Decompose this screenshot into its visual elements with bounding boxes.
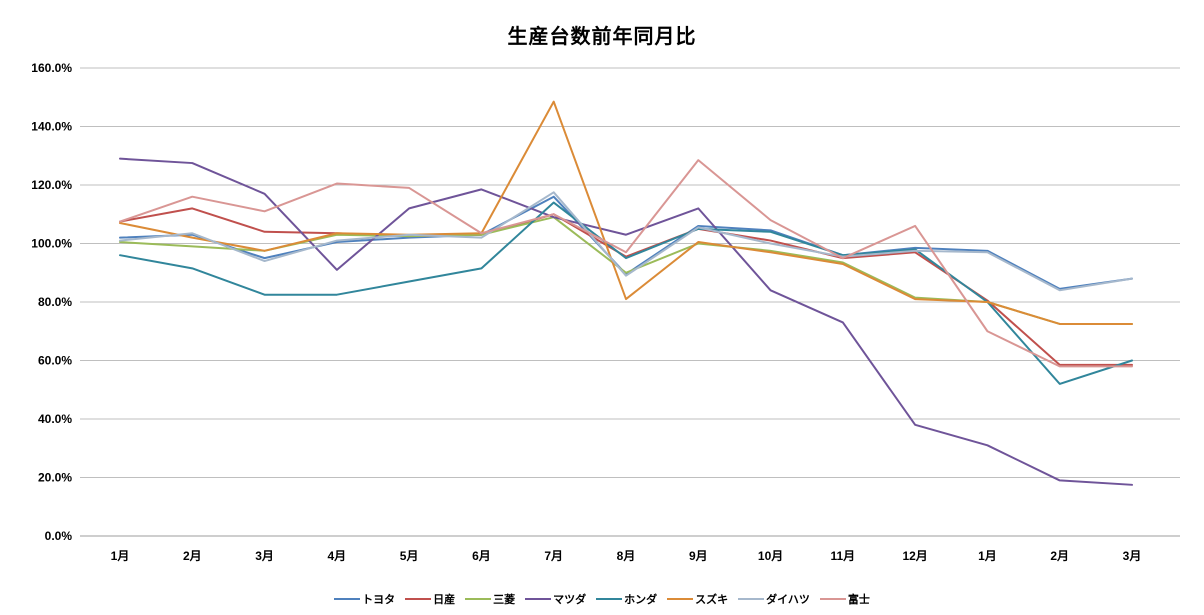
legend-label: ダイハツ <box>766 594 810 606</box>
series-line-3 <box>119 157 1133 486</box>
x-axis-label: 6月 <box>472 549 491 563</box>
legend-item-5: スズキ <box>667 591 728 607</box>
x-axis-label: 12月 <box>902 549 927 563</box>
x-axis-label: 5月 <box>400 549 419 563</box>
legend-label: マツダ <box>553 594 587 606</box>
y-axis-label: 20.0% <box>38 471 72 485</box>
x-axis-label: 9月 <box>689 549 708 563</box>
x-axis-label: 10月 <box>758 549 783 563</box>
y-axis-label: 160.0% <box>31 61 72 75</box>
legend-line-swatch-icon <box>819 598 846 600</box>
series-line-6 <box>119 191 1133 292</box>
x-axis-label: 4月 <box>328 549 347 563</box>
x-axis-label: 7月 <box>544 549 563 563</box>
x-axis-label: 3月 <box>1123 549 1142 563</box>
legend-item-4: ホンダ <box>596 591 657 607</box>
x-axis-label: 1月 <box>111 549 130 563</box>
series-line-1 <box>119 207 1133 366</box>
y-axis-label: 120.0% <box>31 178 72 192</box>
legend-item-6: ダイハツ <box>738 591 810 607</box>
legend-label: 日産 <box>433 594 456 606</box>
legend-label: 富士 <box>847 594 870 606</box>
y-axis-label: 0.0% <box>45 529 73 543</box>
x-axis-label: 2月 <box>1050 549 1069 563</box>
legend-line-swatch-icon <box>667 598 694 600</box>
legend-item-2: 三菱 <box>465 591 515 607</box>
legend-item-3: マツダ <box>525 591 586 607</box>
legend-label: ホンダ <box>624 594 658 606</box>
legend-item-7: 富士 <box>819 591 870 607</box>
legend-label: スズキ <box>695 594 729 606</box>
legend-item-0: トヨタ <box>334 591 395 607</box>
x-axis-label: 2月 <box>183 549 202 563</box>
y-axis-label: 100.0% <box>31 237 72 251</box>
legend-line-swatch-icon <box>465 598 492 600</box>
series-line-7 <box>119 159 1133 368</box>
legend-item-1: 日産 <box>405 591 455 607</box>
series-line-5 <box>119 100 1133 325</box>
legend-label: トヨタ <box>362 594 396 606</box>
series-line-2 <box>119 216 1133 325</box>
legend-line-swatch-icon <box>334 598 361 600</box>
legend-line-swatch-icon <box>596 598 623 600</box>
y-axis-label: 140.0% <box>31 120 72 134</box>
y-axis-label: 60.0% <box>38 354 72 368</box>
legend-line-swatch-icon <box>525 598 552 600</box>
chart-title: 生産台数前年同月比 <box>507 26 697 48</box>
y-axis-label: 80.0% <box>38 295 72 309</box>
chart-legend: トヨタ 日産 三菱 マツダ ホンダ スズキ ダイハツ 富士 <box>0 591 1204 607</box>
x-axis-label: 1月 <box>978 549 997 563</box>
legend-line-swatch-icon <box>738 598 765 600</box>
legend-line-swatch-icon <box>405 598 432 600</box>
series-line-4 <box>119 201 1133 385</box>
x-axis-label: 8月 <box>617 549 636 563</box>
legend-label: 三菱 <box>493 594 516 606</box>
x-axis-label: 11月 <box>831 549 856 563</box>
y-axis-label: 40.0% <box>38 412 72 426</box>
x-axis-label: 3月 <box>255 549 274 563</box>
